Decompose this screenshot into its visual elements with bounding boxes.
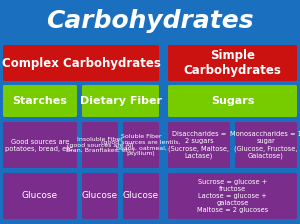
Text: Insoluble Fiber
(good sources are All
Bran, Branflakes, etc): Insoluble Fiber (good sources are All Br… <box>66 137 134 153</box>
Text: Glucose: Glucose <box>123 192 159 200</box>
Text: Starches: Starches <box>13 96 68 106</box>
FancyBboxPatch shape <box>82 122 118 168</box>
Text: Sugars: Sugars <box>211 96 254 106</box>
Text: Carbohydrates: Carbohydrates <box>46 9 254 33</box>
Bar <box>0 0 300 42</box>
FancyBboxPatch shape <box>168 173 297 219</box>
Text: Soluble Fiber
(good sources are lentils,
beans, oatmeal,
psyllium): Soluble Fiber (good sources are lentils,… <box>101 134 181 156</box>
Text: Glucose: Glucose <box>82 192 118 200</box>
FancyBboxPatch shape <box>3 173 77 219</box>
FancyBboxPatch shape <box>3 122 77 168</box>
Text: Monosaccharides = 1
sugar
(Glucose, Fructose,
Galactose): Monosaccharides = 1 sugar (Glucose, Fruc… <box>230 131 300 159</box>
FancyBboxPatch shape <box>168 45 297 81</box>
FancyBboxPatch shape <box>168 122 230 168</box>
FancyBboxPatch shape <box>82 85 159 117</box>
FancyBboxPatch shape <box>123 122 159 168</box>
FancyBboxPatch shape <box>3 85 77 117</box>
Text: Sucrose = glucose +
fructose
Lactose = glucose +
galactose
Maltose = 2 glucoses: Sucrose = glucose + fructose Lactose = g… <box>197 179 268 213</box>
FancyBboxPatch shape <box>168 85 297 117</box>
Text: Simple
Carbohydrates: Simple Carbohydrates <box>184 49 281 77</box>
FancyBboxPatch shape <box>123 173 159 219</box>
Text: Good sources are
potatoes, bread, etc.: Good sources are potatoes, bread, etc. <box>5 138 75 151</box>
FancyBboxPatch shape <box>82 173 118 219</box>
Text: Disaccharides =
2 sugars
(Sucrose, Maltose,
Lactase): Disaccharides = 2 sugars (Sucrose, Malto… <box>169 131 230 159</box>
Text: Complex Carbohydrates: Complex Carbohydrates <box>2 56 160 69</box>
Text: Glucose: Glucose <box>22 192 58 200</box>
Text: Dietary Fiber: Dietary Fiber <box>80 96 161 106</box>
FancyBboxPatch shape <box>235 122 297 168</box>
FancyBboxPatch shape <box>3 45 159 81</box>
